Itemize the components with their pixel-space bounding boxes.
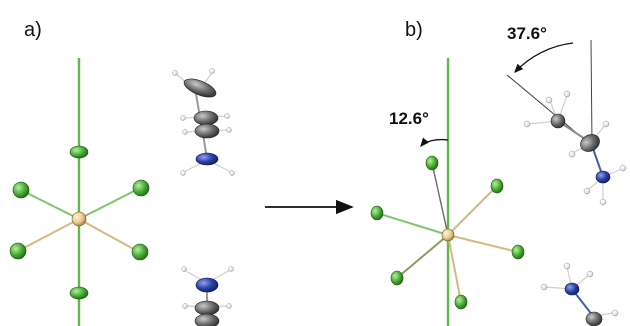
bond [78, 218, 140, 253]
tilt-angle-annotation: 12.6° [389, 109, 449, 147]
reference-axis [590, 39, 593, 146]
hydrogen-bonds [544, 266, 615, 317]
cation-bottom-a [181, 266, 234, 326]
halide-atom [69, 145, 89, 159]
halide-atom [69, 286, 89, 300]
halide-atom [9, 242, 27, 260]
hydrogen-atoms [523, 90, 627, 206]
panel-b: b) 12.6° [370, 19, 627, 326]
carbon-atom [194, 300, 220, 316]
bond [396, 234, 449, 279]
hydrogen-atoms [181, 266, 234, 309]
bond [20, 189, 80, 220]
metal-center-atom [441, 228, 455, 242]
halide-atom [132, 179, 150, 197]
rotation-angle-label: 37.6° [507, 24, 547, 43]
bond [447, 234, 519, 253]
bond [447, 185, 498, 236]
carbon-atom [550, 113, 566, 129]
metal-center-atom [71, 211, 87, 227]
carbon-atom [585, 311, 603, 326]
nitrogen-atom [564, 282, 580, 296]
tilted-axis [431, 162, 449, 236]
panel-b-label: b) [405, 19, 423, 41]
bond [376, 212, 449, 236]
halide-atom [390, 270, 404, 286]
hydrogen-atoms [540, 262, 619, 317]
bonds-b [376, 185, 519, 303]
hydrogen-atoms [172, 68, 235, 176]
bond [78, 187, 141, 220]
halide-atom [131, 243, 149, 261]
carbon-atom [193, 110, 219, 126]
bond [447, 234, 462, 303]
nitrogen-atom [195, 277, 219, 293]
octahedron-b [370, 58, 525, 326]
panel-a: a) [9, 19, 235, 326]
bonds-a [17, 187, 141, 253]
rotation-angle-arc [514, 42, 574, 73]
halide-atom [425, 155, 439, 171]
halide-atom [454, 294, 468, 310]
panel-a-label: a) [24, 19, 42, 41]
tilt-angle-arc [420, 137, 449, 147]
nitrogen-atom [595, 170, 611, 184]
nitrogen-atom [195, 152, 219, 166]
carbon-atom [183, 78, 217, 98]
carbon-atom [580, 134, 600, 152]
halide-atom [370, 205, 384, 221]
carbon-atom [194, 123, 220, 139]
cation-top-a [172, 68, 235, 176]
halide-atom [511, 244, 525, 260]
cation-bottom-b [540, 262, 619, 326]
tilt-angle-label: 12.6° [389, 109, 429, 128]
octahedron-a [9, 58, 150, 326]
hydrogen-bonds [527, 94, 623, 201]
carbon-atom [194, 313, 220, 326]
halide-atom [12, 181, 30, 199]
cation-top-b: 37.6° [506, 24, 627, 206]
bond [17, 218, 80, 252]
halide-atom [490, 178, 504, 194]
